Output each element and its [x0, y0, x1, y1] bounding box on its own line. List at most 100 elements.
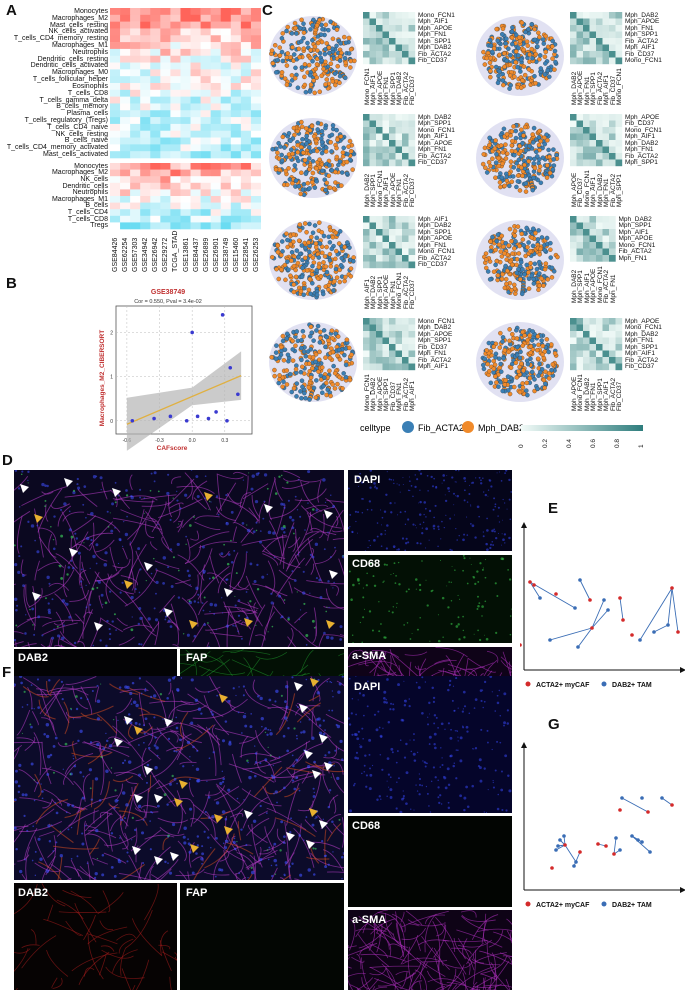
matrix-cell — [602, 318, 610, 325]
cell-dot — [349, 352, 354, 357]
cell-dot — [340, 150, 346, 155]
nucleus — [61, 599, 66, 603]
heatmap-cell — [220, 55, 232, 63]
matrix-cell — [609, 153, 616, 160]
nucleus — [390, 511, 393, 514]
matrix-cell — [615, 133, 623, 141]
matrix-row-label: Fib_ACTA2 — [618, 248, 652, 255]
matrix-cell — [402, 25, 409, 32]
nucleus — [130, 703, 133, 705]
heatmap-cell — [120, 209, 131, 217]
cell-dot — [272, 367, 277, 373]
nucleus — [369, 562, 372, 565]
matrix-cell — [596, 318, 603, 325]
nucleus — [330, 494, 332, 496]
heatmap-cell — [250, 110, 261, 118]
nucleus — [481, 615, 483, 617]
cell-dot — [544, 175, 550, 180]
nucleus — [421, 527, 424, 529]
cell-dot — [480, 161, 486, 167]
scatter-subtitle: Cor = 0.550, Pval = 3.4e-02 — [134, 299, 202, 305]
cell-dot — [282, 145, 287, 150]
matrix-cell — [408, 38, 416, 45]
nucleus — [397, 514, 399, 516]
matrix-cell — [369, 153, 377, 160]
nucleus — [41, 482, 45, 487]
fiber — [325, 713, 344, 724]
nucleus — [411, 633, 413, 635]
nucleus — [90, 539, 93, 542]
fiber — [327, 871, 344, 873]
matrix-cell — [583, 140, 590, 147]
fiber — [242, 760, 282, 770]
heatmap-cell — [210, 21, 222, 29]
heatmap-cell — [190, 35, 201, 43]
nucleus — [366, 508, 369, 511]
cell-dot — [344, 159, 350, 165]
fiber — [348, 658, 375, 668]
fiber — [284, 821, 289, 863]
heatmap-cell — [190, 48, 201, 57]
fiber — [305, 504, 329, 510]
cell-dot — [308, 324, 314, 330]
cell-dot — [530, 55, 535, 61]
nucleus — [156, 754, 159, 757]
cell-dot — [333, 266, 339, 272]
nucleus — [373, 482, 376, 485]
nucleus — [60, 534, 64, 538]
fiber — [32, 585, 36, 631]
fiber — [227, 844, 252, 853]
nucleus — [393, 482, 395, 485]
matrix-cell — [369, 31, 377, 39]
nucleus — [111, 620, 114, 623]
matrix-row-label: Mono_FCN1 — [625, 57, 662, 64]
matrix-row-label: Mph_DAB2 — [418, 44, 452, 51]
heatmap-cell — [190, 83, 201, 91]
cell-dot — [504, 58, 510, 64]
matrix-cell — [382, 120, 390, 128]
heatmap-cell — [110, 169, 121, 177]
fiber — [150, 722, 179, 730]
nucleus — [172, 556, 175, 559]
cell-dot — [294, 394, 299, 399]
nucleus — [392, 479, 395, 481]
spatial-tissue-plot — [476, 322, 564, 402]
nucleus — [357, 485, 360, 487]
nucleus — [363, 608, 366, 610]
fiber — [168, 502, 184, 509]
nucleus — [100, 488, 102, 491]
cell-dot — [519, 361, 524, 366]
nucleus — [407, 489, 410, 492]
heatmap-cell — [220, 144, 232, 152]
nucleus — [361, 497, 363, 500]
colocalization-matrix — [363, 114, 416, 167]
cell-dot — [491, 344, 497, 349]
nucleus — [482, 535, 485, 538]
data-point — [236, 392, 240, 397]
fiber — [159, 868, 172, 880]
nucleus — [170, 585, 174, 588]
cell-dot — [519, 127, 524, 132]
nucleus — [492, 544, 495, 546]
matrix-cell — [589, 114, 597, 121]
matrix-cell — [583, 153, 590, 160]
nucleus — [477, 629, 479, 632]
nucleus — [303, 602, 306, 605]
nucleus — [311, 619, 315, 623]
cell-dot — [548, 240, 553, 246]
fiber — [198, 541, 237, 548]
cell-dot — [330, 36, 336, 42]
nucleus — [70, 559, 73, 562]
matrix-cell — [570, 331, 577, 338]
cell-dot — [343, 362, 349, 368]
heatmap-cell — [160, 144, 171, 152]
nucleus — [41, 797, 44, 800]
cell-dot — [527, 143, 532, 149]
matrix-cell — [402, 242, 409, 249]
cell-dot — [348, 47, 354, 52]
matrix-cell — [382, 159, 390, 167]
nucleus — [14, 597, 18, 601]
nucleus — [457, 623, 460, 626]
heatmap-row-label: T_cells_CD8 — [67, 215, 108, 223]
cell-dot — [293, 178, 299, 183]
